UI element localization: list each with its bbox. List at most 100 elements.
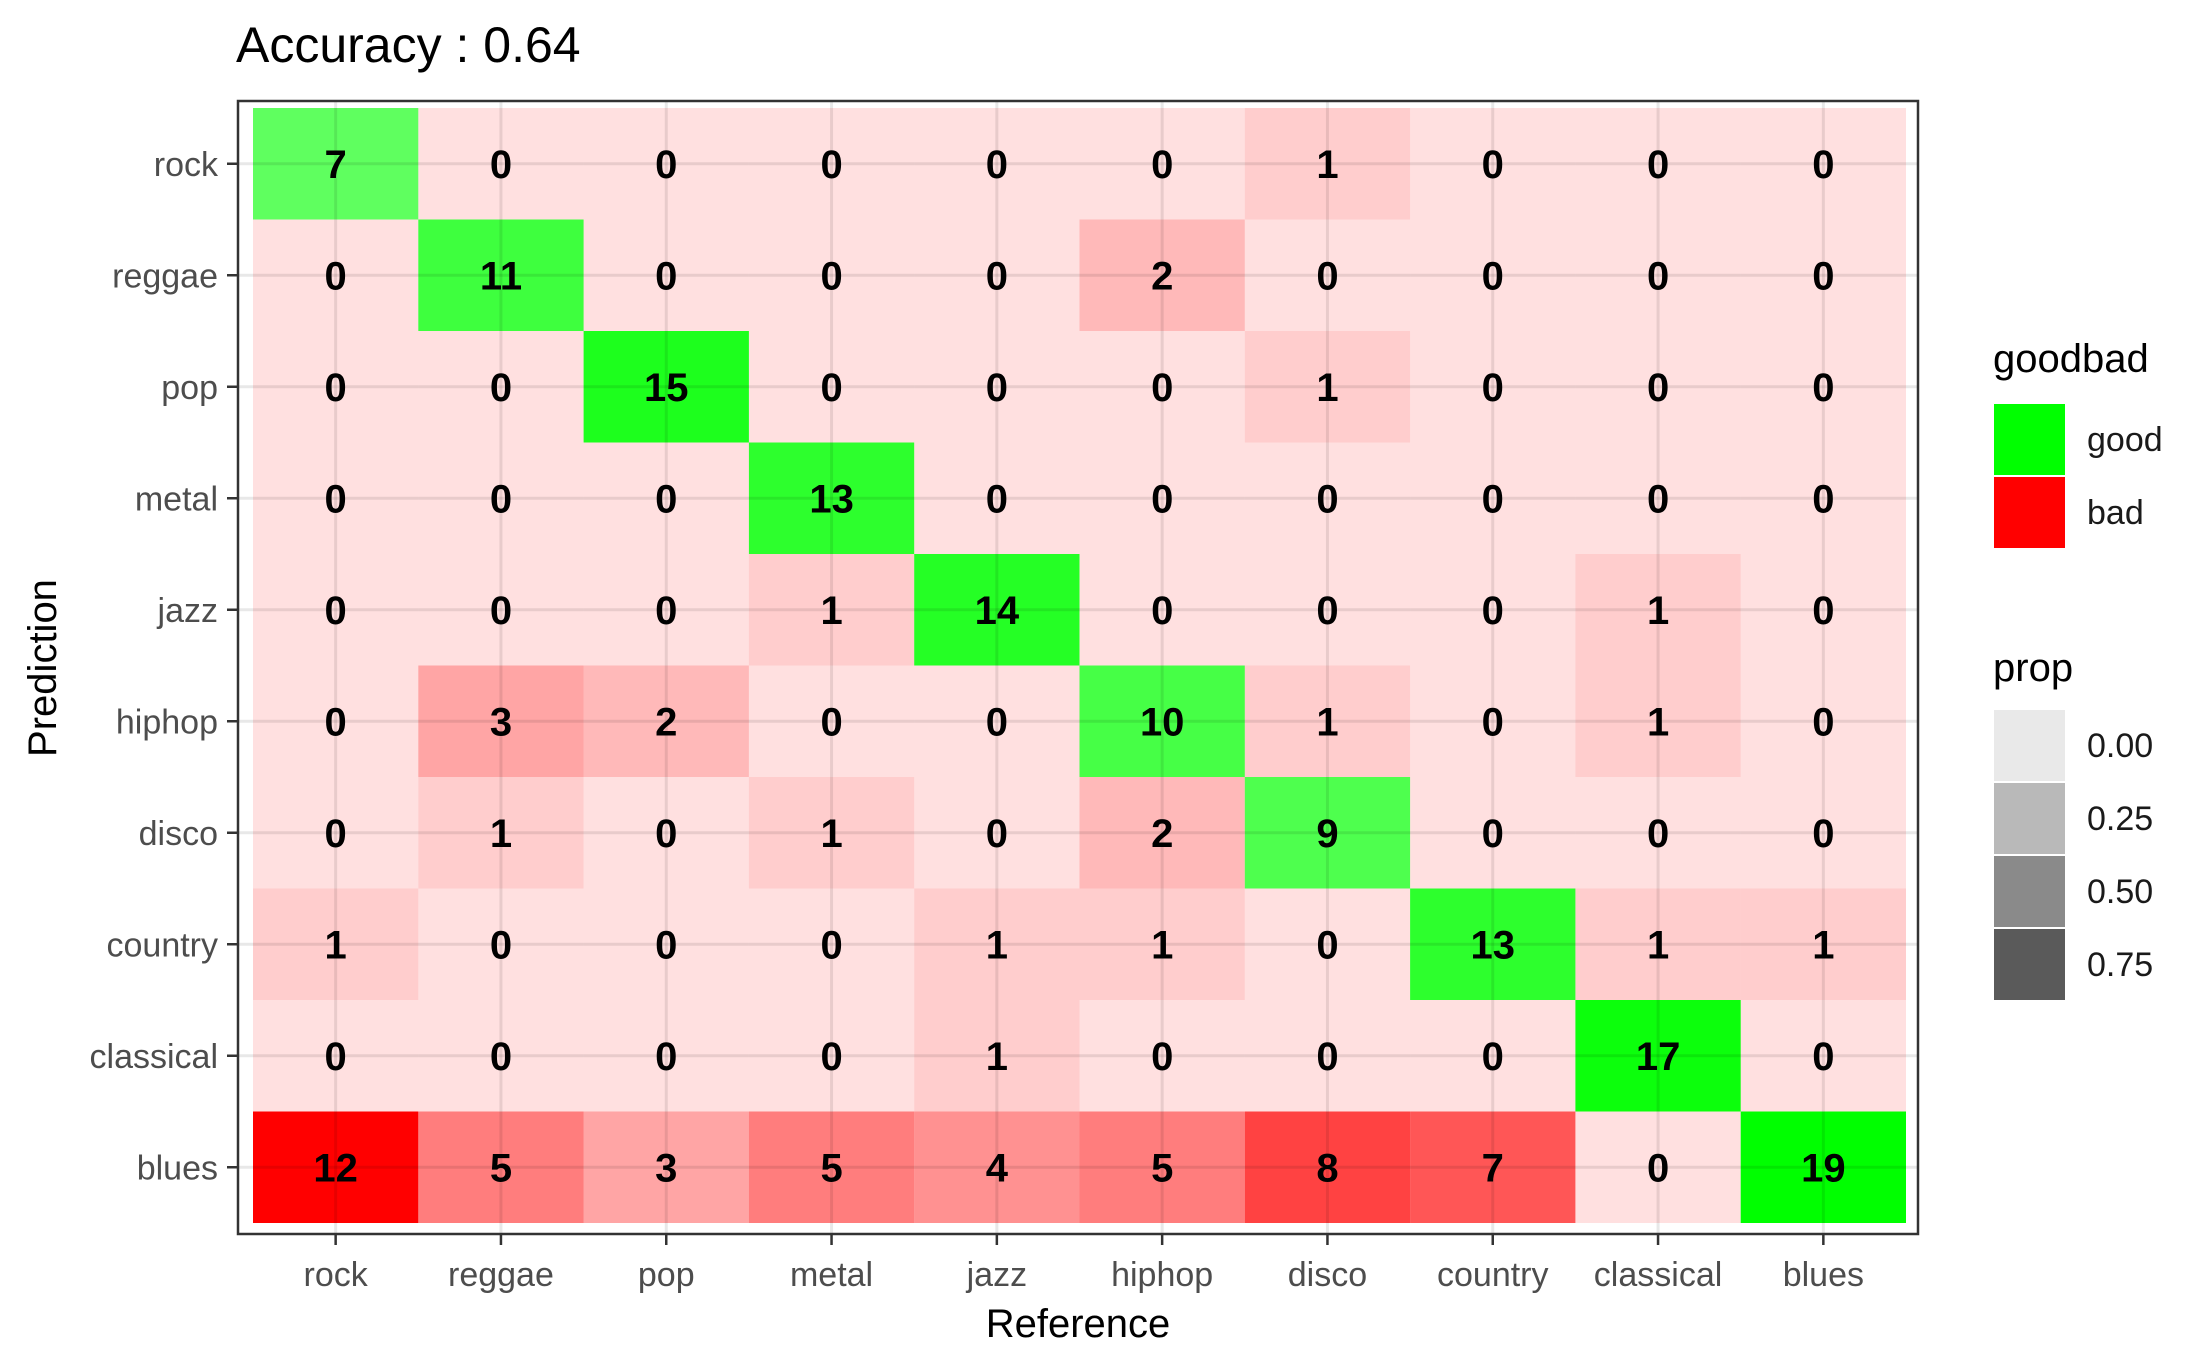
cell-value-label: 0 [1812, 812, 1834, 856]
heatmap-cell-jazz-hiphop [1079, 554, 1245, 666]
cell-value-label: 0 [1316, 1035, 1338, 1079]
cell-value-label: 2 [1151, 812, 1173, 856]
cell-value-label: 0 [490, 589, 512, 633]
heatmap-cell-reggae-country [1410, 219, 1576, 331]
heatmap-cell-rock-metal [748, 108, 915, 220]
heatmap-cell-rock-jazz [914, 108, 1080, 220]
heatmap-cell-metal-blues [1740, 442, 1906, 554]
heatmap-cell-classical-country [1410, 1000, 1576, 1112]
heatmap-cell-metal-classical [1575, 442, 1741, 554]
cell-value-label: 0 [1151, 477, 1173, 521]
y-tick-label: reggae [112, 257, 218, 295]
cell-value-label: 0 [1812, 1035, 1834, 1079]
heatmap-cell-pop-disco [1244, 331, 1411, 443]
legend-prop-key [1992, 854, 2067, 929]
cell-value-label: 0 [1482, 589, 1504, 633]
heatmap-cell-country-rock [253, 888, 419, 1000]
heatmap-cell-blues-blues [1740, 1111, 1906, 1223]
heatmap-cell-disco-disco [1244, 777, 1411, 889]
legend-prop-label: 0.50 [2087, 873, 2153, 911]
cell-value-label: 1 [986, 923, 1008, 967]
heatmap-cell-jazz-disco [1244, 554, 1411, 666]
plot-panel: 7 0 0 0 0 0 1 0 0 00 11 0 0 0 2 0 0 0 00 0 15 0 0 0 1 0 0 00 0 0 13 0 0 0… [236, 99, 1920, 1236]
cell-value-label: 1 [1316, 366, 1338, 410]
heatmap-cell-classical-jazz [914, 1000, 1080, 1112]
heatmap-cell-rock-classical [1575, 108, 1741, 220]
heatmap-cell-rock-blues [1740, 108, 1906, 220]
cell-value-label: 1 [490, 812, 512, 856]
heatmap-cell-metal-jazz [914, 442, 1080, 554]
heatmap-cell-pop-country [1410, 331, 1576, 443]
cell-value-label: 13 [1471, 923, 1516, 967]
heatmap-cell-country-jazz [914, 888, 1080, 1000]
heatmap-cell-hiphop-disco [1244, 665, 1411, 777]
x-axis-ticks: rock reggae pop metal jazz hiphop disco country… [304, 1234, 1864, 1294]
heatmap-cell-jazz-country [1410, 554, 1576, 666]
heatmap-cell-blues-rock [253, 1111, 419, 1223]
cell-value-label: 0 [655, 477, 677, 521]
cell-value-label: 0 [324, 700, 346, 744]
cell-value-label: 5 [820, 1146, 842, 1190]
heatmap-cell-pop-reggae [418, 331, 584, 443]
x-tick-label: rock [304, 1256, 369, 1294]
cell-value-label: 0 [1482, 143, 1504, 187]
heatmap-cell-jazz-jazz [914, 554, 1080, 666]
heatmap-cell-hiphop-pop [583, 665, 749, 777]
gridlines [238, 101, 1918, 1234]
cell-value-label: 0 [820, 143, 842, 187]
heatmap-cell-country-country [1410, 888, 1576, 1000]
heatmap-cell-country-hiphop [1079, 888, 1245, 1000]
cell-value-label: 0 [820, 366, 842, 410]
cell-value-label: 0 [986, 366, 1008, 410]
heatmap-cell-hiphop-metal [748, 665, 915, 777]
heatmap-cell-disco-classical [1575, 777, 1741, 889]
heatmap-cell-blues-classical [1575, 1111, 1741, 1223]
cell-value-label: 2 [1151, 254, 1173, 298]
cell-value-label: 0 [490, 1035, 512, 1079]
cell-value-label: 4 [986, 1146, 1009, 1190]
legend-goodbad: goodbad goodbad [1992, 337, 2163, 550]
heatmap-cell-disco-country [1410, 777, 1576, 889]
y-tick-label: pop [161, 369, 218, 407]
cell-value-label: 3 [655, 1146, 677, 1190]
cell-value-label: 0 [655, 143, 677, 187]
heatmap-cell-hiphop-reggae [418, 665, 584, 777]
legend-prop-label: 0.75 [2087, 946, 2153, 984]
heatmap-cell-jazz-pop [583, 554, 749, 666]
heatmap-cell-country-blues [1740, 888, 1906, 1000]
heatmap-cell-hiphop-country [1410, 665, 1576, 777]
heatmap-cell-classical-hiphop [1079, 1000, 1245, 1112]
cell-value-label: 1 [986, 1035, 1008, 1079]
cell-value-label: 0 [1151, 366, 1173, 410]
cell-value-label: 0 [655, 923, 677, 967]
cell-value-label: 5 [1151, 1146, 1173, 1190]
heatmap-cell-pop-blues [1740, 331, 1906, 443]
cell-value-label: 0 [324, 589, 346, 633]
cell-value-label: 12 [313, 1146, 358, 1190]
y-tick-label: blues [137, 1149, 218, 1187]
cell-value-label: 0 [1316, 923, 1338, 967]
heatmap-cell-disco-reggae [418, 777, 584, 889]
heatmap-cell-hiphop-jazz [914, 665, 1080, 777]
heatmap-cell-country-metal [748, 888, 915, 1000]
cell-value-label: 0 [1647, 366, 1669, 410]
cell-value-label: 0 [1316, 589, 1338, 633]
heatmap-cell-blues-jazz [914, 1111, 1080, 1223]
cell-value-label: 0 [1151, 1035, 1173, 1079]
cell-value-label: 0 [655, 589, 677, 633]
heatmap-cell-hiphop-blues [1740, 665, 1906, 777]
cell-value-label: 14 [975, 589, 1020, 633]
heatmap-cells [253, 108, 1906, 1223]
heatmap-cell-pop-rock [253, 331, 419, 443]
cell-value-label: 7 [324, 143, 346, 187]
cell-value-label: 0 [490, 143, 512, 187]
heatmap-cell-rock-hiphop [1079, 108, 1245, 220]
cell-value-label: 0 [1647, 143, 1669, 187]
cell-value-label: 1 [1316, 700, 1338, 744]
cell-value-label: 8 [1316, 1146, 1338, 1190]
heatmap-cell-classical-pop [583, 1000, 749, 1112]
heatmap-cell-metal-pop [583, 442, 749, 554]
legend-goodbad-title: goodbad [1993, 337, 2149, 381]
y-tick-label: jazz [157, 592, 218, 630]
cell-value-label: 13 [809, 477, 854, 521]
